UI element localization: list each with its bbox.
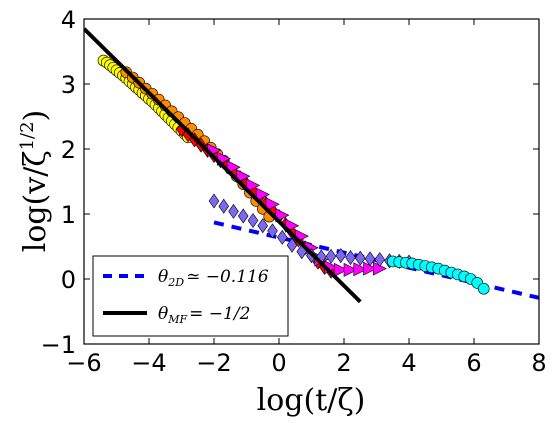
series-4-point — [345, 250, 356, 266]
x-tick-label: 4 — [401, 349, 416, 377]
y-axis-label: log(v/ζ1/2) — [17, 110, 53, 253]
series-5-point — [477, 282, 490, 295]
series-4-point — [208, 193, 220, 209]
x-ticks: −6 −4 −2 0 2 4 6 8 — [66, 19, 547, 377]
data-markers — [84, 27, 490, 304]
series-3-point — [333, 262, 348, 277]
series-3-point — [265, 197, 280, 212]
theta-mf-line — [84, 27, 362, 304]
series-4-point — [335, 248, 347, 264]
y-tick-label: 1 — [61, 201, 76, 229]
series-3-point — [226, 160, 241, 175]
x-tick-label: 8 — [531, 349, 546, 377]
x-tick-label: 0 — [271, 349, 286, 377]
series-3-point — [236, 169, 251, 184]
series-3-point — [275, 208, 290, 223]
x-tick-label: −6 — [66, 349, 101, 377]
series-3-point — [343, 262, 358, 277]
x-tick-label: 2 — [336, 349, 351, 377]
series-4-point — [354, 250, 366, 266]
series-3-point — [353, 262, 368, 277]
series-3-point — [255, 187, 270, 202]
legend-label-2d: θ2D ≃ −0.116 — [158, 267, 269, 289]
y-tick-label: 3 — [61, 71, 76, 99]
series-3-point — [246, 178, 261, 193]
series-4-point — [325, 248, 337, 264]
series-4-point — [267, 223, 278, 239]
x-tick-label: 6 — [466, 349, 481, 377]
series-4-point — [237, 208, 249, 224]
series-4-point — [286, 237, 298, 253]
y-tick-label: 0 — [61, 266, 76, 294]
y-tick-label: 2 — [61, 136, 76, 164]
x-tick-label: −4 — [131, 349, 166, 377]
legend-box — [92, 255, 289, 337]
y-tick-label: 4 — [61, 6, 76, 34]
series-4-point — [276, 229, 288, 245]
series-4-point — [374, 251, 386, 268]
y-tick-label: −1 — [41, 331, 76, 359]
series-4-point — [218, 198, 230, 214]
series-4-point — [364, 251, 376, 267]
legend-label-mf: θMF = −1/2 — [158, 304, 250, 326]
series-4-point — [257, 218, 269, 234]
axes-frame — [83, 18, 540, 345]
series-4-point — [247, 212, 259, 229]
series-4-point — [228, 203, 239, 219]
x-tick-label: −2 — [196, 349, 231, 377]
y-ticks: −1 0 1 2 3 4 — [41, 6, 539, 359]
x-axis-label: log(t/ζ) — [257, 383, 366, 418]
legend: θ2D ≃ −0.116 θMF = −1/2 — [92, 255, 289, 337]
